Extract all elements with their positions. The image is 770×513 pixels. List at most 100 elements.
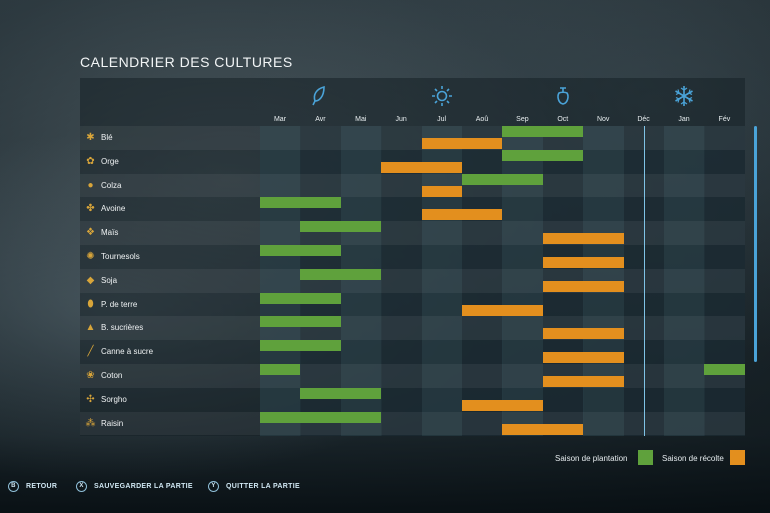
harvest-season-bar [421, 209, 503, 221]
month-label: Déc [637, 116, 650, 123]
save-game-button-label: SAUVEGARDER LA PARTIE [94, 482, 193, 490]
legend-harvest-swatch [730, 450, 745, 465]
crop-row[interactable] [80, 388, 745, 412]
month-label: Oct [557, 116, 569, 123]
crop-name: Colza [101, 180, 122, 190]
month-label: Jul [437, 116, 447, 123]
legend-harvest-label: Saison de récolte [662, 454, 724, 463]
crop-name: Tournesols [101, 252, 140, 261]
planting-season-bar [260, 316, 341, 328]
crop-row[interactable] [80, 364, 745, 388]
month-column [381, 126, 423, 436]
crop-row[interactable] [80, 126, 745, 150]
sugarbeet-icon: ▲ [85, 322, 96, 334]
b-button-icon: B [8, 480, 19, 492]
current-date-marker [644, 126, 645, 436]
crop-name: Canne à sucre [101, 347, 154, 357]
month-column [704, 126, 746, 436]
sunflower-icon: ✺ [86, 251, 95, 262]
winter-snowflake-icon [675, 86, 693, 106]
crop-row[interactable] [80, 340, 745, 364]
back-button-label: RETOUR [26, 482, 58, 490]
planting-season-bar [502, 126, 584, 137]
crop-name: Soja [101, 275, 118, 285]
crop-name: Maïs [101, 228, 119, 238]
harvest-season-bar [421, 185, 462, 197]
wheat-icon: ✱ [86, 132, 95, 143]
month-label: Sep [516, 116, 529, 123]
list-scrollbar[interactable] [754, 126, 757, 362]
crop-row[interactable] [80, 411, 745, 436]
quit-game-button[interactable]: Y QUITTER LA PARTIE [208, 480, 300, 492]
crop-row[interactable] [80, 197, 745, 221]
quit-game-button-label: QUITTER LA PARTIE [226, 482, 300, 490]
planting-season-bar [300, 268, 382, 280]
crop-row[interactable] [80, 316, 745, 341]
save-game-button[interactable]: X SAUVEGARDER LA PARTIE [76, 480, 193, 492]
harvest-season-bar [542, 376, 624, 387]
crop-name: Avoine [101, 204, 126, 214]
barley-icon: ✿ [86, 155, 95, 167]
oat-icon: ✤ [86, 203, 95, 215]
planting-season-bar [462, 173, 543, 185]
planting-season-bar [260, 340, 341, 352]
planting-season-bar [260, 245, 341, 256]
soybean-icon: ◆ [86, 274, 95, 286]
harvest-season-bar [462, 399, 543, 411]
crop-row[interactable] [80, 293, 745, 317]
harvest-season-bar [542, 233, 624, 245]
page-title: CALENDRIER DES CULTURES [80, 54, 293, 70]
crop-name: P. de terre [101, 299, 138, 309]
planting-season-bar [300, 387, 382, 399]
month-label: Nov [596, 116, 610, 123]
summer-sun-icon [432, 86, 452, 106]
x-button-icon: X [76, 480, 87, 492]
sorghum-icon: ✣ [86, 393, 95, 405]
month-label: Jan [678, 116, 690, 123]
crop-row[interactable] [80, 245, 745, 269]
planting-season-bar [260, 197, 341, 209]
crop-name: Coton [101, 371, 123, 380]
harvest-season-bar [542, 352, 624, 364]
month-column [664, 126, 705, 436]
month-label: Mai [355, 116, 367, 123]
crop-name: Raisin [101, 418, 124, 428]
crop-row[interactable] [80, 173, 745, 198]
harvest-season-bar [502, 423, 584, 435]
planting-season-bar [502, 149, 584, 161]
month-column [340, 126, 382, 436]
month-label: Aoû [475, 116, 489, 123]
grape-icon: ⁂ [85, 417, 96, 429]
crop-name: Sorgho [101, 394, 127, 404]
crop-name: Orge [101, 156, 119, 166]
legend-plant-swatch [638, 450, 653, 465]
back-button[interactable]: B RETOUR [8, 480, 57, 492]
month-column [300, 126, 342, 436]
month-column [260, 126, 301, 436]
potato-icon: ⬮ [87, 298, 94, 310]
month-label: Avr [315, 116, 326, 123]
month-label: Fév [718, 116, 731, 123]
month-label: Mar [273, 116, 287, 123]
harvest-season-bar [381, 161, 462, 173]
planting-season-bar [704, 364, 745, 375]
harvest-season-bar [542, 257, 624, 268]
spring-leaf-icon [312, 85, 325, 106]
crop-row[interactable] [80, 221, 745, 245]
planting-season-bar [260, 411, 382, 423]
harvest-season-bar [542, 328, 624, 340]
harvest-season-bar [542, 280, 624, 292]
month-column [421, 126, 463, 436]
crop-row[interactable] [80, 268, 745, 293]
planting-season-bar [260, 292, 341, 304]
y-button-icon: Y [208, 480, 219, 492]
canola-icon: ● [87, 179, 94, 191]
month-label: Jun [395, 116, 407, 123]
crop-name: Blé [101, 133, 113, 142]
harvest-season-bar [421, 138, 503, 149]
cotton-icon: ❀ [86, 370, 95, 381]
legend-plant-label: Saison de plantation [555, 454, 628, 463]
harvest-season-bar [462, 304, 543, 316]
sugarcane-icon: ╱ [87, 346, 94, 358]
planting-season-bar [300, 221, 382, 233]
